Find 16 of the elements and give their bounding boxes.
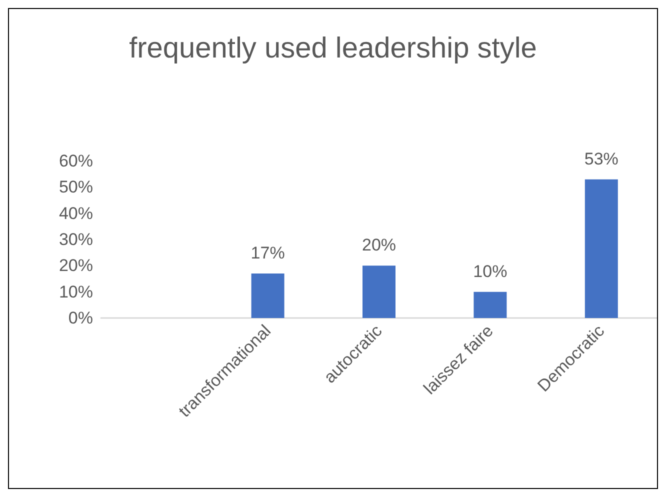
- bar: [474, 292, 507, 318]
- y-tick-label: 10%: [58, 282, 93, 302]
- chart-title: frequently used leadership style: [129, 32, 537, 64]
- data-label: 20%: [362, 236, 396, 255]
- y-tick-label: 50%: [58, 178, 93, 197]
- y-tick-label: 30%: [58, 230, 93, 249]
- bar: [584, 179, 618, 318]
- y-tick-label: 0%: [68, 308, 93, 328]
- data-label: 17%: [250, 244, 285, 263]
- y-tick-label: 40%: [58, 204, 93, 223]
- data-label: 10%: [473, 262, 508, 281]
- data-label: 53%: [584, 149, 618, 168]
- bar: [251, 274, 284, 318]
- bar: [362, 266, 396, 318]
- y-tick-label: 20%: [58, 256, 93, 276]
- y-tick-label: 60%: [58, 152, 93, 170]
